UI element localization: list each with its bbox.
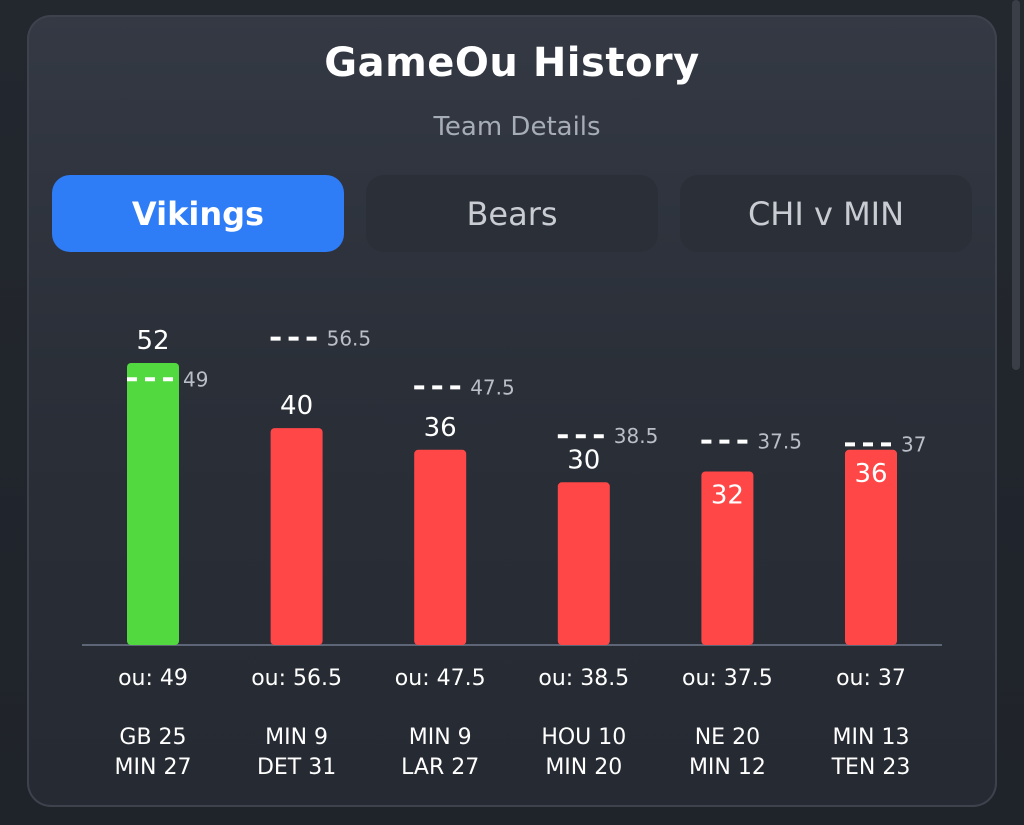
ou-tick-label: ou: 47.5 xyxy=(395,666,486,691)
score-label: LAR 27 xyxy=(401,755,479,780)
page-subtitle: Team Details xyxy=(433,112,601,142)
score-label: TEN 23 xyxy=(831,755,911,780)
page-title: GameOu History xyxy=(324,40,700,86)
bar xyxy=(127,363,179,645)
ou-line-label: 37 xyxy=(901,432,926,456)
history-card xyxy=(27,15,997,807)
tab-vikings[interactable]: Vikings xyxy=(52,175,344,252)
bar-value-label: 32 xyxy=(711,480,744,510)
bar xyxy=(270,428,323,645)
ou-line-label: 37.5 xyxy=(757,430,802,454)
score-label: MIN 12 xyxy=(689,755,766,780)
scrollbar[interactable] xyxy=(1012,0,1020,370)
ou-tick-label: ou: 37 xyxy=(836,666,906,691)
tab-chi-v-min[interactable]: CHI v MIN xyxy=(680,175,972,252)
ou-tick-label: ou: 38.5 xyxy=(538,666,629,691)
bar xyxy=(845,449,897,645)
ou-line-label: 47.5 xyxy=(470,375,515,399)
score-label: MIN 27 xyxy=(115,755,192,780)
score-label: DET 31 xyxy=(257,755,336,780)
score-label: MIN 20 xyxy=(545,755,622,780)
score-label: MIN 13 xyxy=(833,725,910,750)
bar-value-label: 40 xyxy=(280,391,313,421)
ou-tick-label: ou: 37.5 xyxy=(682,666,773,691)
score-label: MIN 9 xyxy=(409,725,472,750)
bar xyxy=(414,449,467,645)
tab-bears[interactable]: Bears xyxy=(366,175,658,252)
ou-tick-label: ou: 49 xyxy=(118,666,188,691)
ou-line-label: 38.5 xyxy=(614,424,659,448)
score-label: MIN 9 xyxy=(265,725,328,750)
ou-line-label: 56.5 xyxy=(327,327,372,351)
ou-line-label: 49 xyxy=(183,367,208,391)
bar-value-label: 36 xyxy=(854,459,887,489)
bar-value-label: 36 xyxy=(424,413,457,443)
bar xyxy=(701,471,754,645)
team-tabs: Vikings Bears CHI v MIN xyxy=(52,175,972,252)
bar-value-label: 52 xyxy=(136,326,169,356)
score-label: GB 25 xyxy=(119,725,186,750)
bar xyxy=(557,482,610,645)
score-label: NE 20 xyxy=(695,725,760,750)
bar-value-label: 30 xyxy=(567,445,600,475)
ou-tick-label: ou: 56.5 xyxy=(251,666,342,691)
score-label: HOU 10 xyxy=(541,725,626,750)
